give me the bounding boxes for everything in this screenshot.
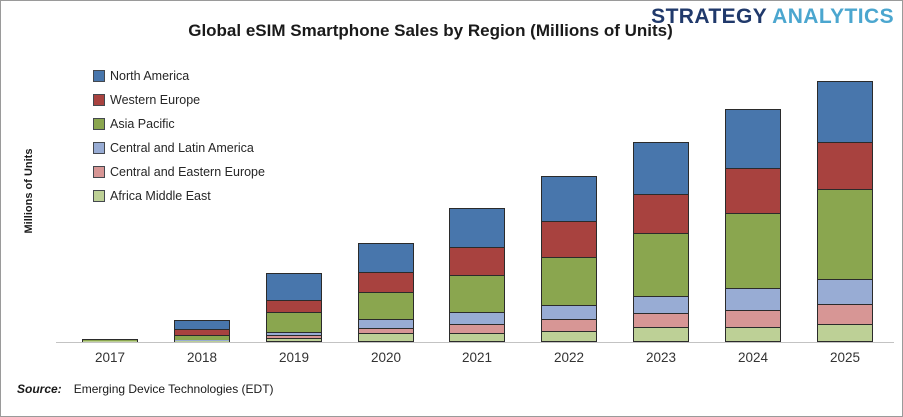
- bar-segment: [175, 321, 229, 329]
- x-axis-tick-label: 2019: [278, 350, 310, 365]
- bar-segment: [542, 318, 596, 331]
- bar-segment: [634, 194, 688, 234]
- source-text: Emerging Device Technologies (EDT): [73, 382, 274, 396]
- stacked-bar-2018: [174, 320, 230, 342]
- bar-segment: [818, 188, 872, 279]
- bar-segment: [267, 274, 321, 300]
- bar-segment: [634, 233, 688, 297]
- bar-segment: [542, 220, 596, 258]
- bar-segment: [450, 323, 504, 334]
- bar-segment: [450, 274, 504, 312]
- stacked-bar-2020: [358, 242, 414, 342]
- bar-segment: [359, 272, 413, 292]
- bar-segment: [359, 291, 413, 320]
- bar-segment: [726, 310, 780, 328]
- bar-segment: [818, 82, 872, 142]
- stacked-bar-2021: [449, 208, 505, 342]
- x-axis-tick-label: 2023: [645, 350, 677, 365]
- bar-segment: [634, 327, 688, 341]
- bar-segment: [542, 257, 596, 306]
- legend-item: Western Europe: [93, 88, 265, 112]
- stacked-bar-2019: [266, 273, 322, 342]
- bar-segment: [359, 333, 413, 341]
- x-axis-tick-label: 2017: [94, 350, 126, 365]
- bar-segment: [450, 311, 504, 324]
- legend-label: Africa Middle East: [110, 189, 211, 203]
- legend-label: Central and Eastern Europe: [110, 165, 265, 179]
- bar-segment: [634, 296, 688, 313]
- bar-segment: [267, 312, 321, 332]
- chart-title: Global eSIM Smartphone Sales by Region (…: [188, 21, 673, 40]
- logo-word-strategy: STRATEGY: [651, 5, 768, 28]
- x-axis-tick-label: 2025: [829, 350, 861, 365]
- x-axis-tick-label: 2022: [553, 350, 585, 365]
- bar-segment: [726, 213, 780, 288]
- bar-segment: [726, 110, 780, 168]
- bar-segment: [175, 328, 229, 335]
- bar-segment: [634, 312, 688, 328]
- strategy-analytics-logo: STRATEGY ANALYTICS: [651, 5, 894, 29]
- source-line: Source: Emerging Device Technologies (EDT…: [17, 382, 274, 396]
- x-axis-tick-label: 2024: [737, 350, 769, 365]
- stacked-bar-2025: [817, 81, 873, 342]
- stacked-bar-2024: [725, 109, 781, 342]
- legend-swatch-icon: [93, 94, 105, 106]
- y-axis-label: Millions of Units: [23, 148, 35, 234]
- source-label: Source:: [17, 382, 62, 396]
- bar-segment: [359, 243, 413, 273]
- bar-segment: [267, 331, 321, 336]
- logo-word-analytics: ANALYTICS: [772, 5, 894, 28]
- bar-segment: [450, 333, 504, 341]
- stacked-bar-2022: [541, 176, 597, 342]
- bar-segment: [267, 299, 321, 313]
- legend-swatch-icon: [93, 142, 105, 154]
- stacked-bar-2023: [633, 142, 689, 342]
- legend-item: Central and Latin America: [93, 136, 265, 160]
- bar-segment: [359, 319, 413, 328]
- legend-label: North America: [110, 69, 190, 83]
- bar-segment: [634, 143, 688, 195]
- bar-segment: [726, 167, 780, 214]
- legend-item: Central and Eastern Europe: [93, 160, 265, 184]
- legend-item: Asia Pacific: [93, 112, 265, 136]
- bar-segment: [175, 340, 229, 341]
- bar-segment: [726, 327, 780, 341]
- legend-swatch-icon: [93, 70, 105, 82]
- legend-label: Western Europe: [110, 93, 201, 107]
- bar-segment: [83, 339, 137, 341]
- bar-segment: [818, 278, 872, 304]
- bar-segment: [450, 209, 504, 247]
- bar-segment: [450, 246, 504, 275]
- x-axis-tick-label: 2018: [186, 350, 218, 365]
- bar-segment: [818, 303, 872, 325]
- x-axis-tick-label: 2020: [370, 350, 402, 365]
- bar-segment: [818, 141, 872, 189]
- x-axis-line: [56, 342, 894, 343]
- legend-label: Central and Latin America: [110, 141, 254, 155]
- legend-swatch-icon: [93, 166, 105, 178]
- bar-segment: [542, 177, 596, 221]
- legend-item: North America: [93, 64, 265, 88]
- bar-segment: [726, 287, 780, 311]
- legend: North America Western Europe Asia Pacific C…: [93, 64, 265, 208]
- bar-segment: [267, 337, 321, 341]
- legend-swatch-icon: [93, 190, 105, 202]
- bar-segment: [267, 335, 321, 338]
- bar-segment: [542, 305, 596, 319]
- legend-swatch-icon: [93, 118, 105, 130]
- x-axis-tick-label: 2021: [461, 350, 493, 365]
- bar-segment: [359, 327, 413, 334]
- legend-item: Africa Middle East: [93, 184, 265, 208]
- bar-segment: [175, 334, 229, 340]
- legend-label: Asia Pacific: [110, 117, 175, 131]
- bar-segment: [542, 330, 596, 341]
- stacked-bar-2017: [82, 338, 138, 342]
- bar-segment: [818, 324, 872, 341]
